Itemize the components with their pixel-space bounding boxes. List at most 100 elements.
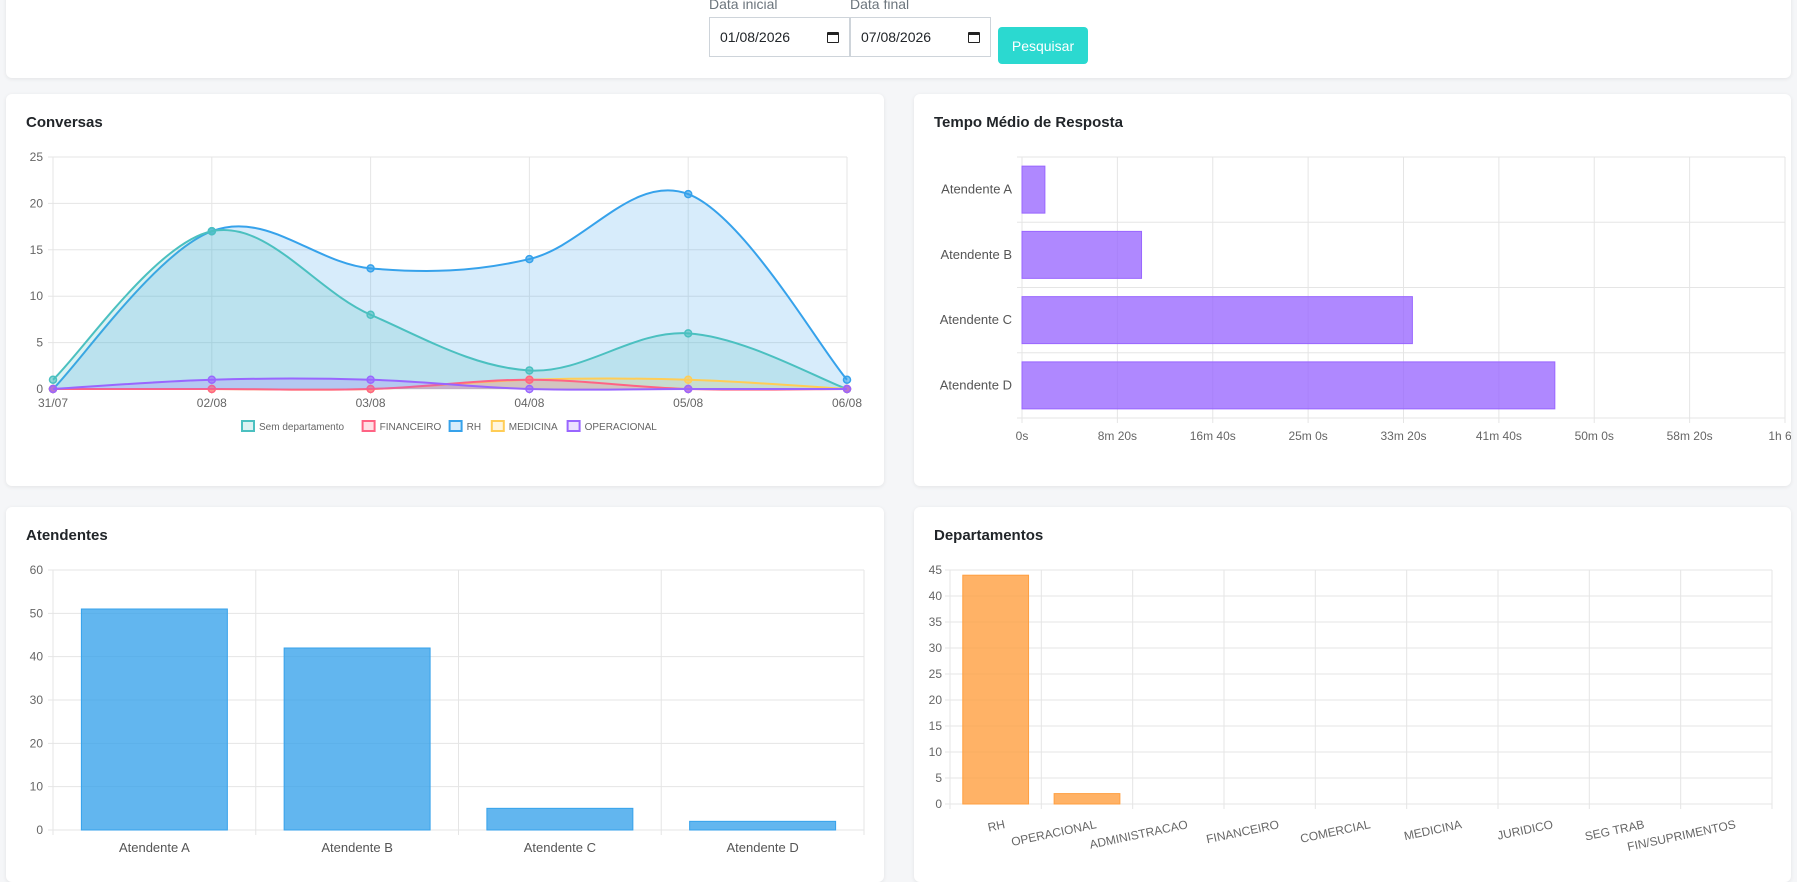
y-tick-label: 10 [929,745,943,759]
legend-swatch [361,420,376,432]
x-tick-label: 06/08 [832,396,862,410]
data-point [207,384,217,394]
data-point [525,384,534,394]
legend-label: MEDICINA [509,422,558,433]
bar [1021,165,1046,214]
y-tick-label: 40 [929,589,943,603]
series-area [53,378,847,390]
x-tick-label: Atendente B [321,840,393,855]
x-tick-label: JURIDICO [1496,817,1554,842]
x-tick-label: Atendente D [726,840,798,855]
y-tick-label: 45 [929,563,943,577]
data-point [842,375,852,384]
tempo-medio-card: Tempo Médio de Resposta 0s 8m 20s 16m 40s 2… [914,94,1791,486]
data-point [366,264,375,273]
x-tick-label: 25m 0s [1288,429,1327,443]
y-tick-label: 15 [30,243,44,257]
data-point [525,254,534,264]
data-point [366,310,375,320]
y-tick-label: 10 [30,780,44,794]
bar [1021,296,1413,345]
x-tick-label: 02/08 [197,396,227,410]
calendar-icon[interactable] [827,31,839,43]
calendar-icon[interactable] [968,31,980,43]
data-point [207,226,217,236]
x-tick-label: 33m 20s [1380,429,1426,443]
y-tick-label: 35 [929,615,943,629]
data-point [683,329,693,338]
legend-label: OPERACIONAL [585,422,658,433]
end-date-input[interactable]: 07/08/2026 [850,17,991,57]
y-tick-label: 5 [36,336,43,350]
series-line [52,229,848,390]
x-tick-label: RH [986,817,1006,834]
legend-swatch [241,420,255,432]
x-tick-label: OPERACIONAL [1010,817,1098,849]
y-tick-label: Atendente B [940,247,1012,262]
data-point [525,366,534,375]
legend-label: FINANCEIRO [380,422,442,433]
data-point [683,375,693,384]
legend-label: Sem departamento [259,422,344,433]
series-area [53,230,847,389]
y-tick-label: 0 [36,382,43,396]
x-tick-label: 05/08 [673,396,703,410]
x-tick-label: 03/08 [356,396,386,410]
card-title: Atendentes [26,527,108,544]
bar [689,820,837,831]
series-line [52,377,847,391]
x-tick-label: ADMINISTRACAO [1088,817,1189,851]
y-tick-label: 20 [929,693,943,707]
departamentos-chart: 0 5 10 15 20 25 30 35 40 45 RH OPERACIONALADMINISTR… [929,563,1773,854]
data-point [842,384,852,394]
x-tick-label: 8m 20s [1098,429,1137,443]
bar [962,574,1030,805]
bar [1021,361,1556,410]
tempo-medio-chart: 0s 8m 20s 16m 40s 25m 0s 33m 20s 41m 40s 50m 0… [940,156,1791,443]
data-point [48,384,58,394]
bar [283,647,431,831]
legend-swatch [490,420,505,432]
x-tick-label: 41m 40s [1476,429,1522,443]
series-area [53,190,847,389]
data-point [48,375,58,384]
departamentos-card: Departamentos 0 5 10 15 20 25 30 35 40 45 RH OPERAC… [914,507,1791,882]
conversas-chart: 0 5 10 15 20 25 31/07 02/08 03/08 04/08 05/08 06/08… [30,150,863,433]
end-date-value: 07/08/2026 [861,29,932,45]
y-tick-label: 20 [30,736,44,750]
data-point [207,375,217,384]
data-point [683,189,693,199]
data-point [366,384,375,394]
y-tick-label: 10 [30,289,44,303]
x-tick-label: 16m 40s [1190,429,1236,443]
bar [1021,230,1143,279]
y-tick-label: 20 [30,196,44,210]
x-tick-label: COMERCIAL [1299,817,1372,846]
y-tick-label: 30 [30,693,44,707]
y-tick-label: 40 [30,650,44,664]
x-tick-label: 31/07 [38,396,68,410]
legend-swatch [448,420,463,432]
x-tick-label: 50m 0s [1575,429,1614,443]
y-tick-label: 0 [935,797,942,811]
start-date-value: 01/08/2026 [720,29,791,45]
end-date-label: Data final [850,0,910,12]
y-tick-label: 5 [935,771,942,785]
y-tick-label: Atendente D [940,377,1012,392]
data-point [366,375,375,384]
search-button[interactable]: Pesquisar [998,27,1088,64]
card-title: Conversas [26,114,103,131]
conversas-card: Conversas 0 5 10 15 20 25 31/07 02/08 03/08 04/08… [6,94,884,486]
atendentes-chart: 0 10 20 30 40 50 60 Atendente A Atendente B Atend… [30,563,865,855]
y-tick-label: 50 [30,606,44,620]
start-date-input[interactable]: 01/08/2026 [709,17,850,57]
bar [486,807,634,831]
data-point [525,375,534,384]
bar [1053,793,1121,805]
card-title: Tempo Médio de Resposta [934,114,1123,131]
atendentes-card: Atendentes 0 10 20 30 40 50 60 Atendente A Atend… [6,507,884,882]
y-tick-label: 25 [929,667,943,681]
x-tick-label: Atendente A [119,840,190,855]
y-tick-label: 15 [929,719,943,733]
y-tick-label: Atendente C [940,312,1012,327]
